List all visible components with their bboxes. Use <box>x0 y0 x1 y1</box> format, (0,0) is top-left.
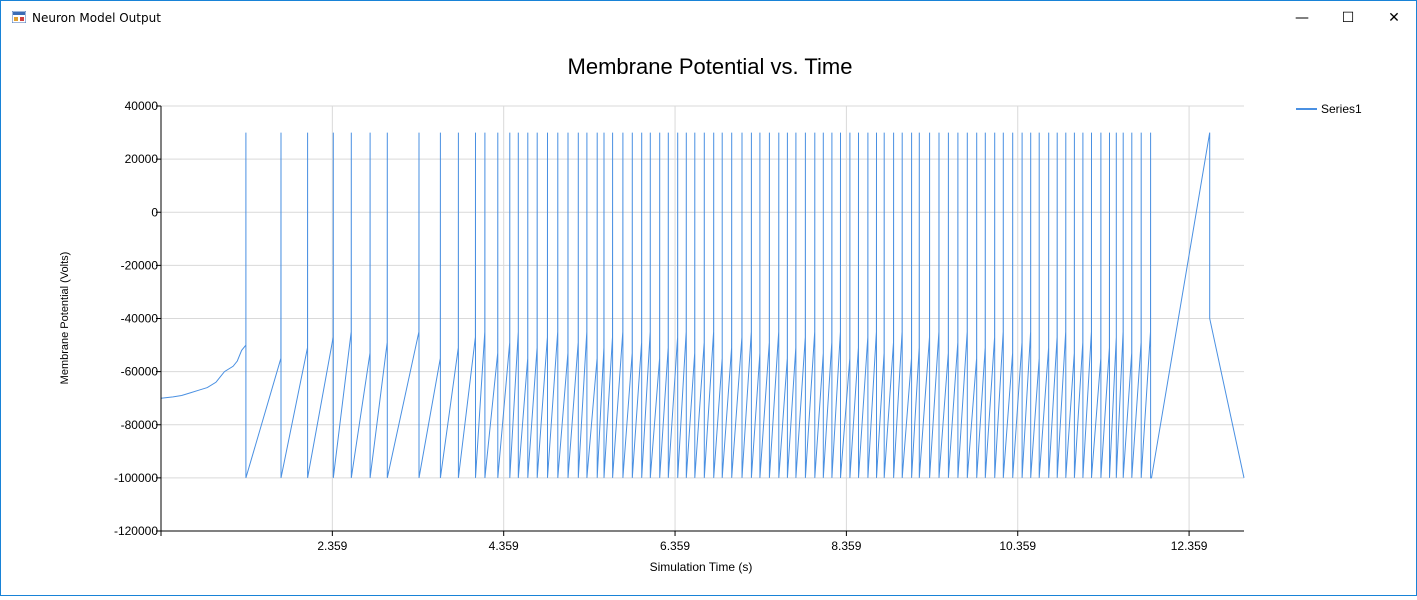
close-icon: ✕ <box>1388 9 1400 26</box>
chart-area: Membrane Potential vs. Time 40000 20000 0 -… <box>1 34 1416 595</box>
x-tick-label: 6.359 <box>660 539 690 553</box>
x-tick-label: 10.359 <box>999 539 1036 553</box>
y-tick-label: -100000 <box>114 471 158 485</box>
y-axis-label: Membrane Potential (Volts) <box>59 252 71 385</box>
y-tick-label: -60000 <box>121 365 159 379</box>
x-tick-label: 8.359 <box>831 539 861 553</box>
y-tick-label: -20000 <box>121 258 159 272</box>
minimize-button[interactable]: — <box>1279 1 1325 34</box>
series1-line <box>160 132 1245 479</box>
membrane-potential-chart: Membrane Potential vs. Time 40000 20000 0 -… <box>59 54 1362 574</box>
chart-title: Membrane Potential vs. Time <box>568 54 853 79</box>
x-axis-label: Simulation Time (s) <box>650 560 753 574</box>
title-bar[interactable]: Neuron Model Output — ☐ ✕ <box>1 1 1416 34</box>
maximize-icon: ☐ <box>1341 9 1355 26</box>
y-tick-label: 20000 <box>125 152 159 166</box>
y-tick-label: 0 <box>151 205 158 219</box>
x-tick-label: 2.359 <box>317 539 347 553</box>
minimize-icon: — <box>1295 9 1309 26</box>
y-tick-label: 40000 <box>125 99 159 113</box>
x-tick-label: 12.359 <box>1171 539 1208 553</box>
axis-ticks: 40000 20000 0 -20000 -40000 -60000 -80000 -1000… <box>114 99 1208 553</box>
y-tick-label: -80000 <box>121 418 159 432</box>
grid-lines <box>161 105 1244 532</box>
maximize-button[interactable]: ☐ <box>1325 1 1371 34</box>
close-button[interactable]: ✕ <box>1371 1 1417 34</box>
series-layer <box>160 132 1245 479</box>
window-title: Neuron Model Output <box>32 11 161 25</box>
y-tick-label: -40000 <box>121 312 159 326</box>
y-tick-label: -120000 <box>114 524 158 538</box>
legend-label-series1: Series1 <box>1321 102 1362 116</box>
app-icon <box>12 11 26 23</box>
x-tick-label: 4.359 <box>489 539 519 553</box>
legend[interactable]: Series1 <box>1296 102 1362 116</box>
